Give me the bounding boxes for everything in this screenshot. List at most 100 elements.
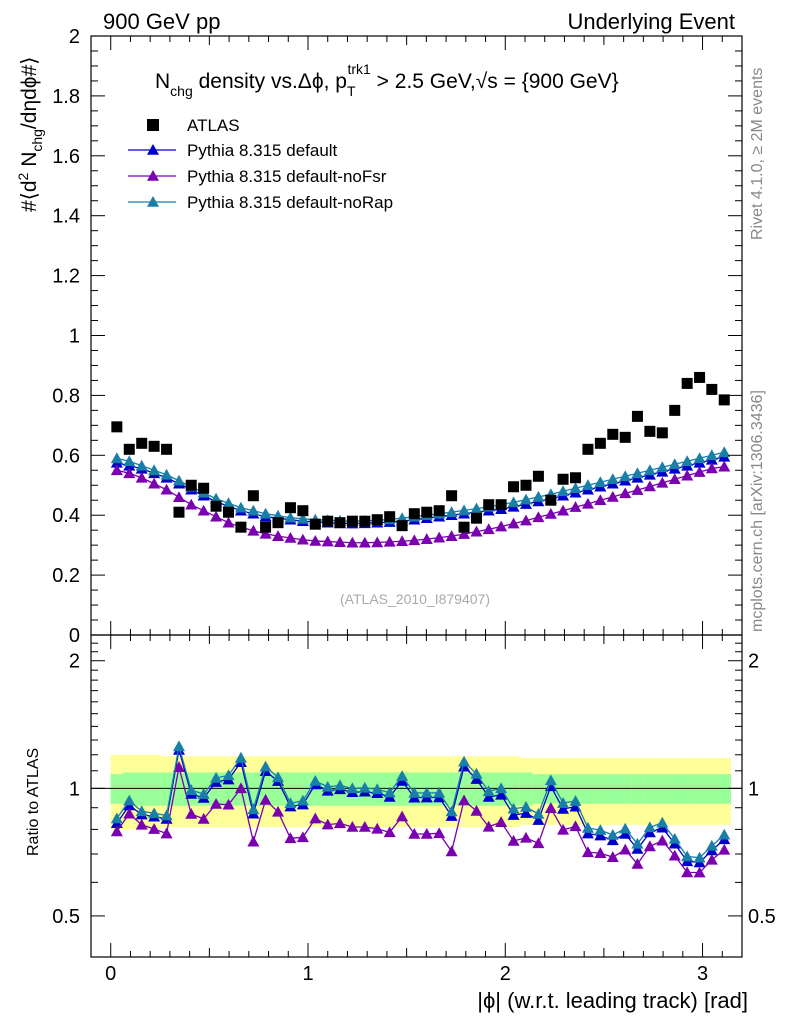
series-marker-3	[668, 458, 681, 470]
data-point-atlas	[446, 490, 458, 502]
ratio-marker-2	[445, 845, 458, 857]
ratio-marker-3	[569, 795, 582, 806]
series-marker-2	[296, 533, 309, 545]
ratio-marker-3	[358, 781, 371, 793]
series-marker-3	[172, 474, 185, 486]
ratio-marker-3	[110, 812, 123, 824]
ratio-marker-2	[718, 843, 731, 855]
ratio-band-inner	[110, 774, 124, 804]
data-point-atlas	[123, 443, 135, 455]
ratio-band-inner	[147, 772, 161, 806]
ratio-marker-3	[396, 770, 409, 781]
rivet-label: Rivet 4.1.0, ≥ 2M events	[749, 68, 766, 240]
main-y-tick-label: 1.6	[52, 146, 80, 168]
series-marker-2	[569, 501, 582, 512]
ratio-band-inner	[135, 772, 149, 806]
legend-marker-atlas	[147, 119, 159, 131]
ratio-marker-2	[433, 827, 446, 839]
ratio-marker-3	[259, 760, 272, 772]
ratio-band-inner	[693, 774, 707, 804]
main-y-tick-label: 0.6	[52, 445, 80, 467]
ratio-marker-2	[110, 825, 123, 837]
ratio-marker-2	[234, 782, 247, 794]
ratio-y-tick-label-right: 2	[748, 651, 759, 673]
data-point-atlas	[173, 506, 185, 518]
ratio-marker-3	[507, 802, 520, 814]
data-point-atlas	[371, 514, 383, 526]
ylabel-part-4: /dηdϕ#⟩	[18, 57, 41, 130]
ratio-marker-2	[656, 834, 669, 846]
series-marker-2	[371, 536, 384, 548]
ylabel-part-2: N	[18, 152, 41, 173]
series-marker-3	[234, 501, 247, 513]
data-point-atlas	[631, 410, 643, 422]
ratio-marker-3	[272, 771, 285, 783]
ratio-marker-3	[594, 824, 607, 835]
ratio-marker-1	[557, 802, 570, 814]
series-marker-3	[532, 490, 545, 502]
data-point-atlas	[136, 437, 148, 449]
data-point-atlas	[346, 515, 358, 527]
series-marker-3	[222, 497, 235, 509]
ratio-marker-2	[495, 816, 508, 827]
ratio-marker-2	[532, 837, 545, 849]
ratio-marker-2	[371, 822, 384, 834]
legend-marker-3	[147, 196, 159, 207]
ratio-marker-2	[197, 812, 210, 824]
data-point-atlas	[111, 421, 123, 433]
ratio-marker-2	[222, 798, 235, 810]
ratio-marker-2	[148, 823, 161, 834]
ratio-marker-1	[594, 829, 607, 841]
ratio-frame	[90, 634, 743, 958]
ratio-band-inner	[619, 774, 632, 804]
ratio-y-tick-label-left: 0.5	[52, 906, 80, 928]
series-marker-2	[693, 466, 706, 477]
ratio-marker-1	[532, 814, 545, 825]
ratio-marker-3	[284, 797, 297, 809]
ratio-marker-3	[210, 771, 223, 783]
data-point-atlas	[272, 517, 284, 529]
series-marker-2	[470, 525, 483, 537]
series-marker-3	[693, 452, 706, 464]
main-series-layer	[110, 371, 731, 548]
data-point-atlas	[222, 506, 234, 518]
series-marker-2	[135, 471, 148, 483]
ratio-marker-3	[172, 740, 185, 752]
ratio-marker-2	[408, 828, 421, 839]
x-tick-label: 1	[302, 963, 313, 985]
ratio-marker-3	[234, 751, 247, 763]
ratio-marker-3	[458, 755, 471, 767]
ylabel-part-1: 2	[15, 172, 31, 180]
series-marker-3	[135, 459, 148, 471]
series-marker-2	[185, 498, 198, 510]
ratio-band-inner	[532, 774, 546, 804]
series-marker-2	[160, 483, 173, 495]
data-point-atlas	[706, 383, 718, 395]
data-point-atlas	[334, 517, 346, 529]
data-point-atlas	[284, 502, 296, 514]
ratio-marker-3	[247, 803, 260, 815]
series-marker-2	[668, 473, 681, 485]
data-point-atlas	[483, 499, 495, 511]
ratio-marker-2	[693, 866, 706, 878]
data-point-atlas	[656, 427, 668, 439]
ratio-marker-3	[135, 805, 148, 817]
ratio-marker-2	[705, 853, 718, 865]
series-marker-3	[643, 464, 656, 476]
data-point-atlas	[532, 470, 544, 482]
ratio-band-inner	[594, 774, 608, 804]
ratio-marker-3	[222, 769, 235, 781]
series-marker-2	[619, 487, 632, 499]
legend-marker-2	[147, 170, 159, 181]
data-point-atlas	[458, 521, 470, 533]
ratio-marker-3	[346, 782, 359, 794]
ratio-marker-2	[643, 840, 656, 852]
series-marker-3	[718, 446, 731, 458]
series-marker-2	[420, 533, 433, 544]
data-point-atlas	[297, 505, 309, 517]
analysis-watermark: (ATLAS_2010_I879407)	[340, 591, 490, 607]
x-tick-label: 2	[500, 963, 511, 985]
ratio-marker-3	[296, 794, 309, 806]
ratio-band-inner	[507, 772, 521, 806]
data-point-atlas	[669, 404, 681, 416]
